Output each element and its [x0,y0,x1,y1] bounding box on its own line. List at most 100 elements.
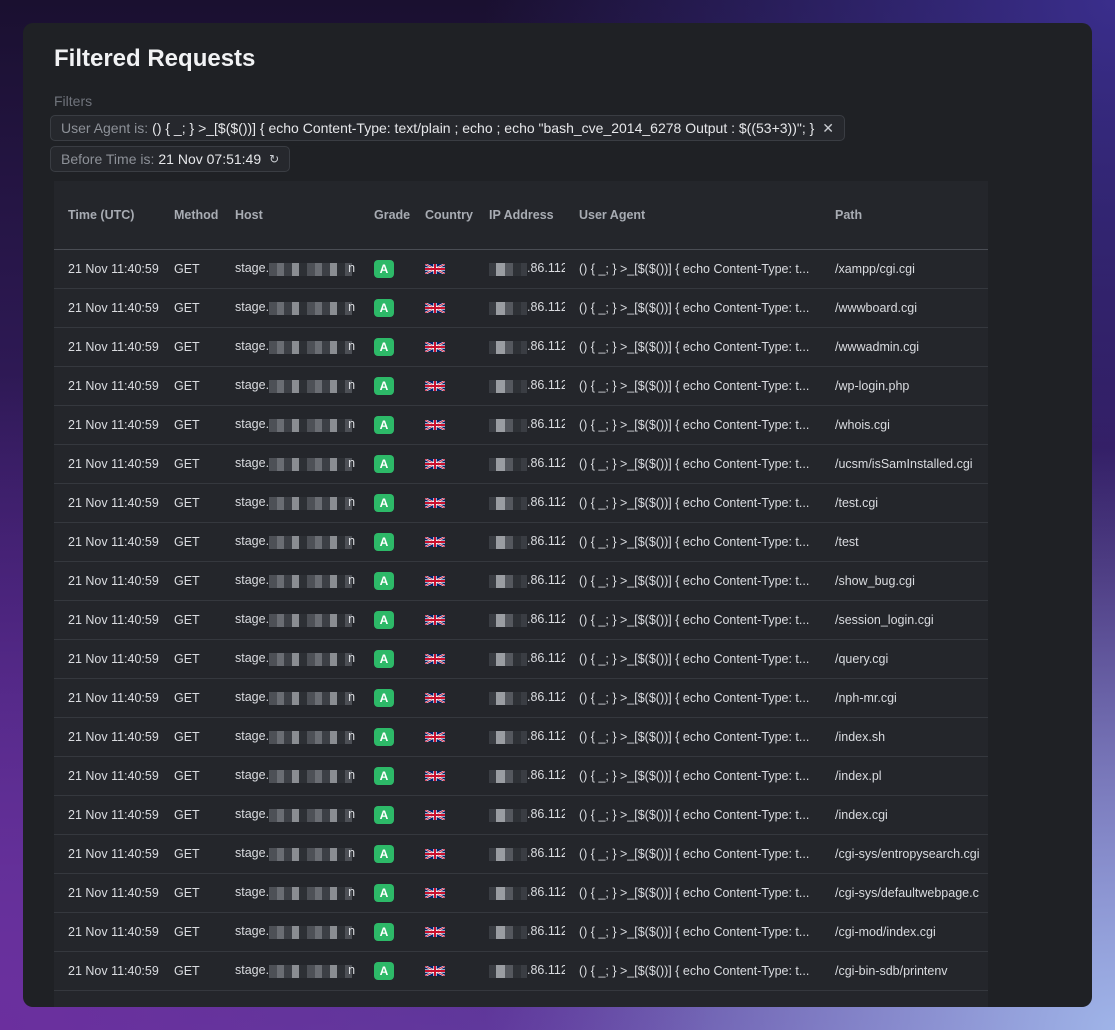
ip-suffix: .86.112 [527,846,565,861]
cell-ip-address: .86.112 [475,288,565,328]
table-row[interactable]: 21 Nov 11:40:59 GET stage. n A .86.112 ()… [54,522,988,562]
column-header-ip-address[interactable]: IP Address [475,181,565,250]
redacted-blur [489,964,527,978]
host-prefix: stage. [235,807,270,822]
filter-value: 21 Nov 07:51:49 [158,151,262,167]
table-row[interactable]: 21 Nov 11:40:59 GET stage. n A .86.112 ()… [54,483,988,523]
requests-table-container[interactable]: Time (UTC) Method Host Grade Country IP … [54,181,988,1007]
cell-host: stage. n [221,834,360,874]
cell-path: /xampp/cgi.cgi [821,249,988,289]
grade-badge: A [374,922,394,941]
table-row[interactable]: 21 Nov 11:40:59 GET stage. n A .86.112 ()… [54,834,988,874]
cell-grade: A [360,639,411,679]
table-row[interactable]: 21 Nov 11:40:59 GET stage. n A .86.112 ()… [54,561,988,601]
cell-grade: A [360,327,411,367]
cell-host: stage. n [221,912,360,952]
host-suffix: n [348,651,356,666]
cell-grade: A [360,561,411,601]
table-row[interactable]: 21 Nov 11:40:59 GET stage. n A .86.112 ()… [54,249,988,289]
cell-method: GET [160,249,221,289]
column-header-grade[interactable]: Grade [360,181,411,250]
cell-country [411,912,475,952]
cell-method: GET [160,405,221,445]
refresh-icon[interactable]: ↻ [269,152,280,166]
host-prefix: stage. [235,573,270,588]
cell-time: 21 Nov 11:40:59 [54,639,160,679]
filter-value: () { _; } >_[$($())] { echo Content-Type… [152,120,815,136]
uk-flag-icon [425,341,445,352]
cell-time: 21 Nov 11:40:59 [54,288,160,328]
cell-ip-address: .86.112 [475,678,565,718]
cell-time: 21 Nov 11:40:59 [54,912,160,952]
redacted-blur [269,886,353,900]
host-prefix: stage. [235,651,270,666]
table-row[interactable]: 21 Nov 11:40:59 GET stage. n A .86.112 ()… [54,405,988,445]
host-prefix: stage. [235,300,270,315]
grade-badge: A [374,415,394,434]
cell-ip-address: .86.112 [475,522,565,562]
table-row[interactable]: 21 Nov 11:40:59 GET stage. n A .86.112 ()… [54,912,988,952]
table-row[interactable]: 21 Nov 11:40:59 GET stage. n A .86.112 ()… [54,756,988,796]
column-header-host[interactable]: Host [221,181,360,250]
redacted-blur [489,301,527,315]
host-suffix: n [348,768,356,783]
cell-ip-address: .86.112 [475,327,565,367]
column-header-method[interactable]: Method [160,181,221,250]
table-row[interactable]: 21 Nov 11:40:59 GET stage. n A .86.112 ()… [54,795,988,835]
host-prefix: stage. [235,456,270,471]
cell-time: 21 Nov 11:40:59 [54,405,160,445]
ip-suffix: .86.112 [527,495,565,510]
cell-method: GET [160,717,221,757]
cell-ip-address: .86.112 [475,834,565,874]
cell-method: GET [160,834,221,874]
cell-path: /test.cgi [821,483,988,523]
table-row[interactable]: 21 Nov 11:40:59 GET stage. n A .86.112 ()… [54,717,988,757]
cell-grade: A [360,678,411,718]
uk-flag-icon [425,575,445,586]
table-row[interactable]: 21 Nov 11:40:59 GET stage. n A .86.112 ()… [54,600,988,640]
redacted-blur [489,925,527,939]
cell-user-agent: () { _; } >_[$($())] { echo Content-Type… [565,795,821,835]
table-row[interactable]: 21 Nov 11:40:59 GET stage. n A .86.112 ()… [54,288,988,328]
table-row[interactable]: 21 Nov 11:40:59 GET stage. n A .86.112 ()… [54,444,988,484]
table-row[interactable]: 21 Nov 11:40:59 GET stage. n A .86.112 ()… [54,873,988,913]
uk-flag-icon [425,809,445,820]
cell-time: 21 Nov 11:40:59 [54,249,160,289]
ip-suffix: .86.112 [527,807,565,822]
column-header-user-agent[interactable]: User Agent [565,181,821,250]
grade-badge: A [374,766,394,785]
column-header-time[interactable]: Time (UTC) [54,181,160,250]
cell-country [411,756,475,796]
cell-method: GET [160,366,221,406]
ip-suffix: .86.112 [527,690,565,705]
table-row[interactable]: 21 Nov 11:40:59 GET stage. n A .86.112 ()… [54,951,988,991]
redacted-blur [489,457,527,471]
redacted-blur [269,262,353,276]
column-header-path[interactable]: Path [821,181,988,250]
table-row[interactable]: 21 Nov 11:40:59 GET stage. n A .86.112 ()… [54,678,988,718]
cell-user-agent: () { _; } >_[$($())] { echo Content-Type… [565,834,821,874]
close-icon[interactable]: ✕ [822,119,835,136]
redacted-blur [489,418,527,432]
table-row[interactable]: 21 Nov 11:40:59 GET stage. n A .86.112 ()… [54,366,988,406]
cell-country [411,522,475,562]
redacted-blur [489,262,527,276]
redacted-blur [489,808,527,822]
cell-method: GET [160,561,221,601]
cell-host: stage. n [221,873,360,913]
host-prefix: stage. [235,729,270,744]
table-row[interactable]: 21 Nov 11:40:59 GET stage. n A .86.112 ()… [54,327,988,367]
column-header-country[interactable]: Country [411,181,475,250]
table-row[interactable]: 21 Nov 11:40:59 GET stage. n A .86.112 ()… [54,639,988,679]
filter-chip-before-time[interactable]: Before Time is: 21 Nov 07:51:49 ↻ [50,146,291,172]
cell-ip-address: .86.112 [475,873,565,913]
cell-country [411,834,475,874]
redacted-blur [269,925,353,939]
cell-method: GET [160,678,221,718]
filter-chip-user-agent[interactable]: User Agent is: () { _; } >_[$($())] { ec… [50,115,846,141]
cell-time: 21 Nov 11:40:59 [54,327,160,367]
table-header-row: Time (UTC) Method Host Grade Country IP … [54,181,988,250]
host-suffix: n [348,261,356,276]
cell-path: /index.sh [821,717,988,757]
cell-ip-address: .86.112 [475,912,565,952]
